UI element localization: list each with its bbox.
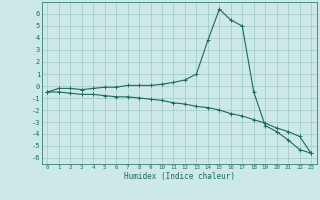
X-axis label: Humidex (Indice chaleur): Humidex (Indice chaleur) xyxy=(124,172,235,181)
